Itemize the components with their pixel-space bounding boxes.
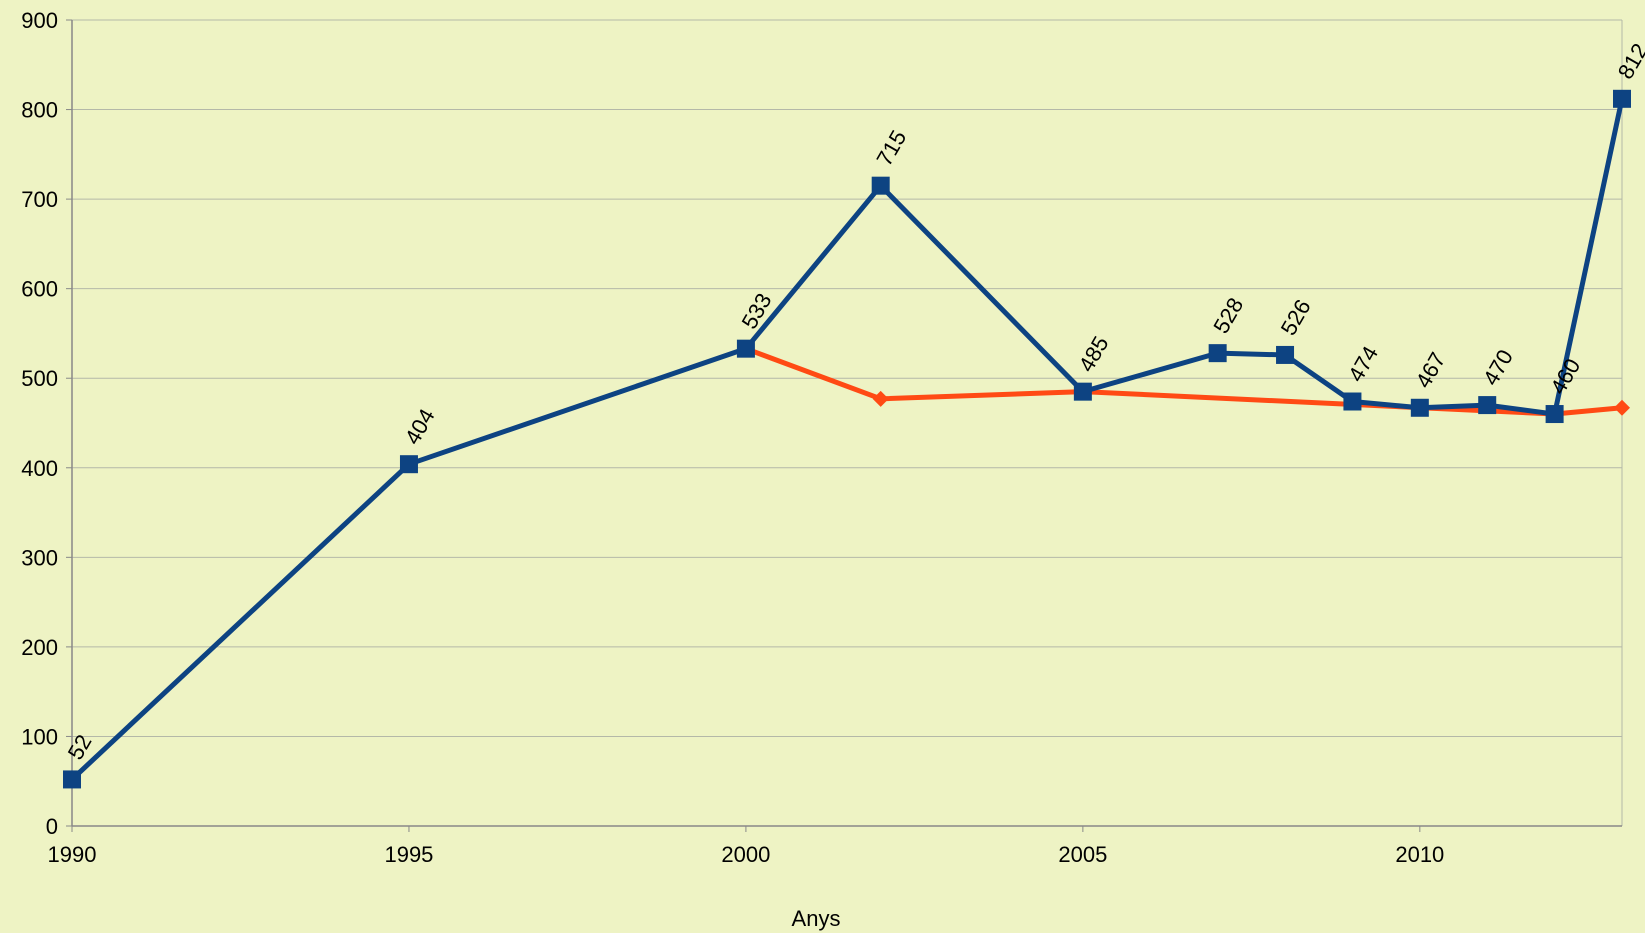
x-tick-label: 2000 xyxy=(721,842,770,867)
y-tick-label: 500 xyxy=(21,366,58,391)
data-point-square xyxy=(1545,405,1564,424)
y-tick-label: 200 xyxy=(21,635,58,660)
y-tick-label: 0 xyxy=(46,814,58,839)
data-point-square xyxy=(63,770,81,789)
data-point-square xyxy=(1276,345,1295,364)
x-tick-label: 2005 xyxy=(1058,842,1107,867)
data-label: 526 xyxy=(1276,295,1316,339)
x-tick-label: 2010 xyxy=(1395,842,1444,867)
data-point-square xyxy=(1410,398,1429,417)
data-point-square xyxy=(399,455,418,474)
y-tick-label: 600 xyxy=(21,277,58,302)
x-tick-label: 1990 xyxy=(48,842,97,867)
data-point-diamond xyxy=(872,390,889,407)
data-point-diamond xyxy=(1614,399,1630,416)
grid-layer xyxy=(72,19,1623,826)
y-tick-label: 100 xyxy=(21,724,58,749)
data-label: 812 xyxy=(1613,39,1645,83)
data-point-square xyxy=(1208,344,1227,363)
data-point-square xyxy=(1478,396,1497,415)
data-label: 460 xyxy=(1545,354,1585,398)
data-point-square xyxy=(1343,392,1362,411)
series-layer xyxy=(63,89,1631,789)
data-label: 533 xyxy=(737,289,777,333)
data-point-square xyxy=(1073,382,1092,401)
data-point-square xyxy=(1613,89,1631,108)
y-tick-label: 800 xyxy=(21,98,58,123)
y-tick-label: 400 xyxy=(21,456,58,481)
series-line-1 xyxy=(70,98,1625,782)
data-label: 404 xyxy=(400,404,440,448)
y-tick-label: 300 xyxy=(21,545,58,570)
axis-layer: 0 100 200 300 400 500 600 700 800 900 1990 1995 2000… xyxy=(21,8,1622,867)
data-label: 528 xyxy=(1208,293,1248,337)
y-tick-label: 900 xyxy=(21,8,58,33)
x-axis-title: Anys xyxy=(792,906,841,931)
data-point-square xyxy=(736,339,755,358)
data-point-square xyxy=(871,176,890,195)
data-label: 715 xyxy=(871,126,911,170)
data-label: 474 xyxy=(1343,342,1383,386)
data-label: 470 xyxy=(1478,345,1518,389)
data-label: 467 xyxy=(1411,348,1451,392)
y-tick-label: 700 xyxy=(21,187,58,212)
data-label: 485 xyxy=(1074,332,1114,376)
x-tick-label: 1995 xyxy=(384,842,433,867)
